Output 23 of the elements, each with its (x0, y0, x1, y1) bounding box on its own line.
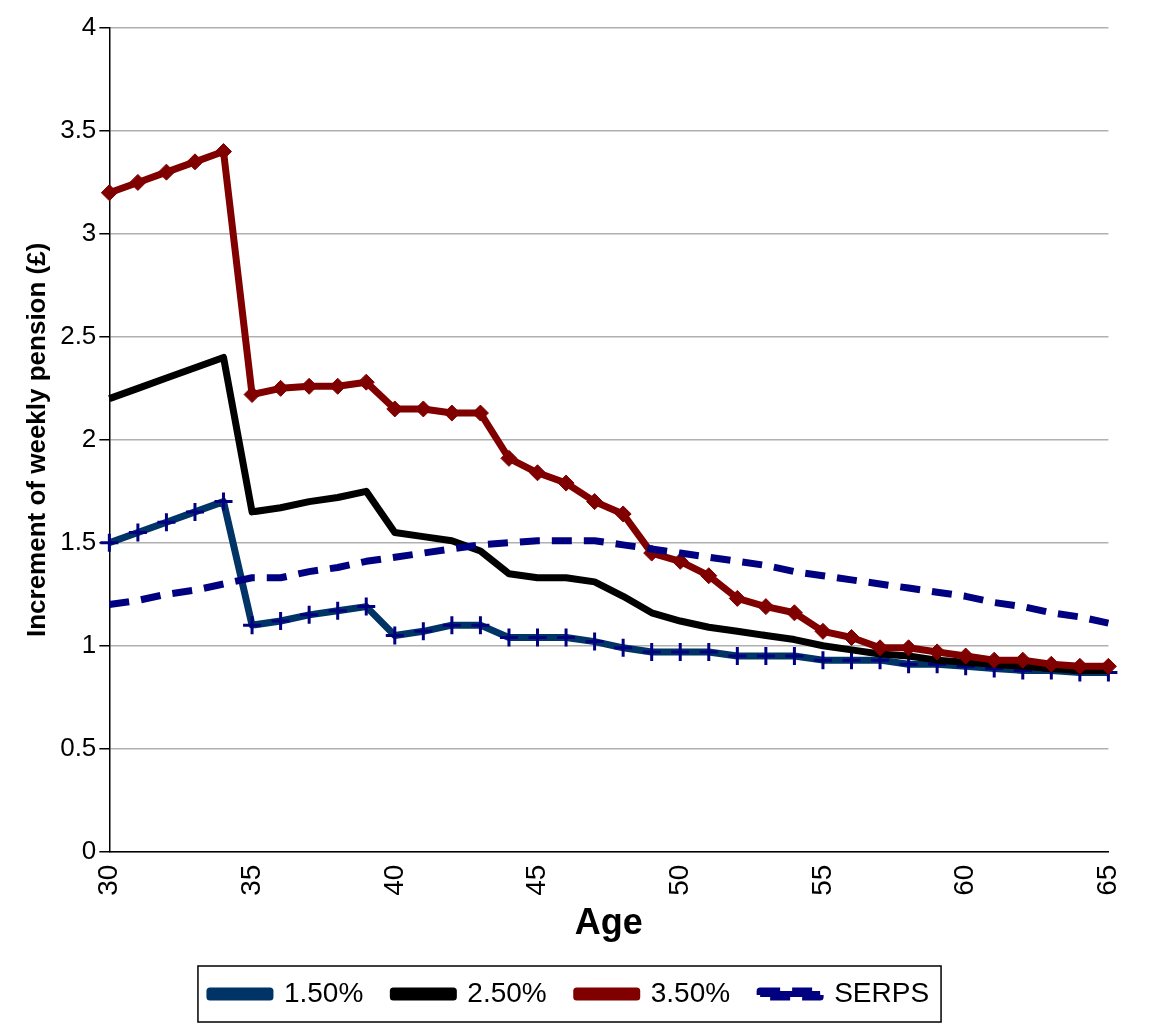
x-tick-label: 45 (520, 864, 552, 896)
x-tick-label: 40 (377, 864, 409, 896)
x-tick-label: 60 (948, 864, 980, 896)
x-tick-label: 35 (234, 864, 266, 896)
y-tick-label: 0 (81, 834, 97, 865)
y-tick-label: 4 (81, 11, 97, 42)
legend-label: 2.50% (467, 976, 547, 1008)
y-tick-label: 1.5 (60, 525, 97, 556)
legend-label: SERPS (834, 976, 930, 1008)
x-tick-label: 50 (662, 864, 694, 896)
legend-label: 3.50% (650, 976, 731, 1008)
y-tick-label: 3 (81, 217, 97, 248)
x-tick-label: 65 (1091, 864, 1123, 896)
x-tick-label: 30 (92, 864, 124, 896)
y-tick-label: 0.5 (60, 731, 97, 762)
legend-label: 1.50% (283, 976, 364, 1008)
x-tick-label: 55 (805, 864, 837, 896)
y-tick-label: 2 (81, 423, 97, 453)
y-tick-label: 3.5 (60, 114, 97, 145)
y-tick-label: 1 (81, 628, 97, 659)
y-tick-label: 2.5 (60, 320, 97, 351)
x-axis-title: Age (574, 901, 643, 943)
y-axis-title: Increment of weekly pension (£) (20, 242, 51, 638)
